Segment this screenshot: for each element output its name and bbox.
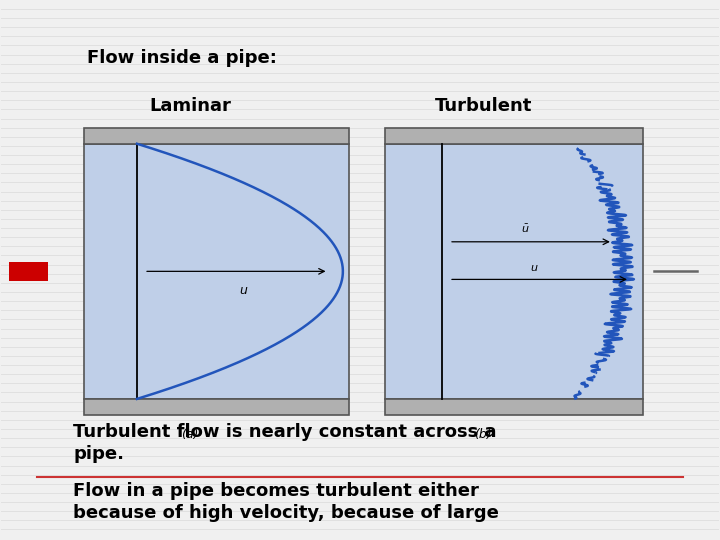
Text: (b): (b): [474, 428, 492, 441]
Text: Flow in a pipe becomes turbulent either
because of high velocity, because of lar: Flow in a pipe becomes turbulent either …: [73, 482, 499, 522]
Bar: [385, 399, 643, 415]
Text: Turbulent: Turbulent: [435, 97, 532, 114]
Text: $\bar{u}$: $\bar{u}$: [521, 223, 530, 235]
Text: Laminar: Laminar: [149, 97, 231, 114]
Text: Flow inside a pipe:: Flow inside a pipe:: [87, 49, 277, 67]
Text: $u$: $u$: [530, 263, 539, 273]
Text: u: u: [240, 284, 248, 296]
Text: Turbulent flow is nearly constant across a
pipe.: Turbulent flow is nearly constant across…: [73, 423, 497, 463]
Text: (a): (a): [181, 428, 199, 441]
Bar: [385, 144, 643, 399]
Bar: [84, 399, 349, 415]
Bar: [9, 262, 48, 281]
Bar: [84, 144, 349, 399]
Bar: [84, 128, 349, 144]
Bar: [385, 128, 643, 144]
